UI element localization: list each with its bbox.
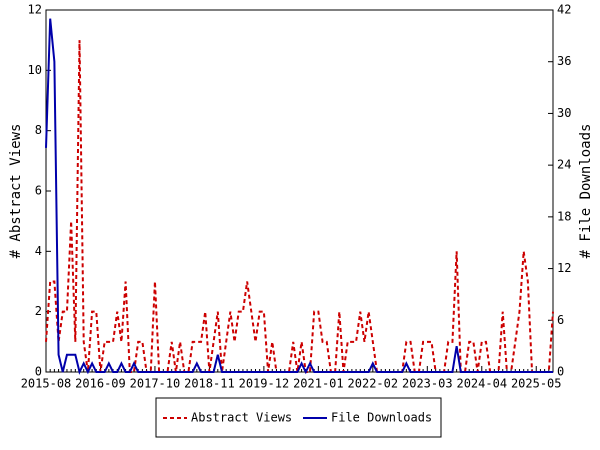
y2-tick-label: 42 <box>557 3 571 17</box>
y2-tick-label: 6 <box>557 313 564 327</box>
y2-tick-label: 0 <box>557 365 564 379</box>
y-tick-label: 12 <box>28 3 42 17</box>
y2-tick-label: 36 <box>557 54 571 68</box>
x-tick-label: 2023-03 <box>402 377 453 391</box>
y-tick-label: 4 <box>35 244 42 258</box>
y-tick-label: 2 <box>35 304 42 318</box>
y-tick-label: 0 <box>35 365 42 379</box>
x-tick-label: 2019-12 <box>239 377 290 391</box>
x-tick-label: 2025-05 <box>511 377 562 391</box>
legend-label: File Downloads <box>331 411 432 425</box>
y2-tick-label: 24 <box>557 158 571 172</box>
x-tick-label: 2021-01 <box>293 377 344 391</box>
y-axis-label: # Abstract Views <box>8 124 24 259</box>
x-tick-label: 2016-09 <box>75 377 126 391</box>
x-tick-label: 2018-11 <box>184 377 235 391</box>
y2-tick-label: 12 <box>557 261 571 275</box>
y-tick-label: 6 <box>35 184 42 198</box>
plot-frame <box>45 9 554 373</box>
y-tick-label: 10 <box>28 63 42 77</box>
legend-box <box>155 397 442 438</box>
y2-axis-label: # File Downloads <box>578 124 594 259</box>
y2-tick-label: 18 <box>557 209 571 223</box>
series-line <box>45 18 553 375</box>
y-tick-label: 8 <box>35 123 42 137</box>
x-tick-label: 2015-08 <box>21 377 72 391</box>
y2-tick-label: 30 <box>557 106 571 120</box>
x-tick-label: 2017-10 <box>130 377 181 391</box>
legend-label: Abstract Views <box>191 411 292 425</box>
legend: Abstract Views File Downloads <box>155 397 442 438</box>
series-line <box>45 40 554 373</box>
x-tick-label: 2024-04 <box>456 377 507 391</box>
x-tick-label: 2022-02 <box>348 377 399 391</box>
